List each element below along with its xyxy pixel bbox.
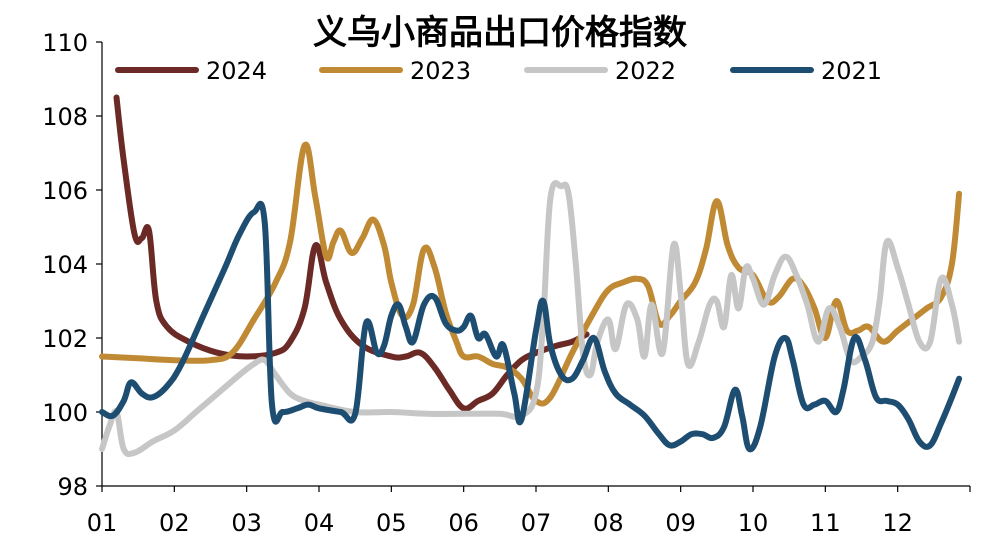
legend-label-2021: 2021: [821, 57, 882, 85]
x-tick-label: 05: [376, 509, 407, 537]
y-tick-label: 110: [42, 29, 88, 57]
y-tick-label: 106: [42, 177, 88, 205]
x-tick-label: 09: [665, 509, 696, 537]
x-tick-label: 07: [521, 509, 552, 537]
series-line-2024: [113, 94, 590, 412]
y-tick-label: 108: [42, 103, 88, 131]
x-tick-label: 12: [882, 509, 913, 537]
y-tick-label: 100: [42, 399, 88, 427]
x-tick-label: 06: [448, 509, 479, 537]
x-tick-label: 01: [87, 509, 118, 537]
legend-label-2023: 2023: [410, 57, 471, 85]
series-line-2021: [99, 201, 963, 453]
y-tick-label: 98: [57, 473, 88, 501]
y-tick-label: 102: [42, 325, 88, 353]
series-layer: [99, 94, 963, 458]
axes: 98 100 102 104 106 108 110 01 02 03 04 05 06 07 08 09 10…: [42, 29, 971, 537]
legend: 2024 2023 2022 2021: [115, 57, 882, 85]
x-tick-label: 03: [231, 509, 262, 537]
x-tick-label: 02: [159, 509, 190, 537]
chart-title: 义乌小商品出口价格指数: [313, 13, 687, 53]
x-tick-label: 08: [593, 509, 624, 537]
x-tick-label: 11: [810, 509, 841, 537]
y-tick-label: 104: [42, 251, 88, 279]
legend-label-2022: 2022: [615, 57, 676, 85]
x-tick-label: 10: [738, 509, 769, 537]
legend-label-2024: 2024: [206, 57, 267, 85]
x-tick-label: 04: [304, 509, 335, 537]
